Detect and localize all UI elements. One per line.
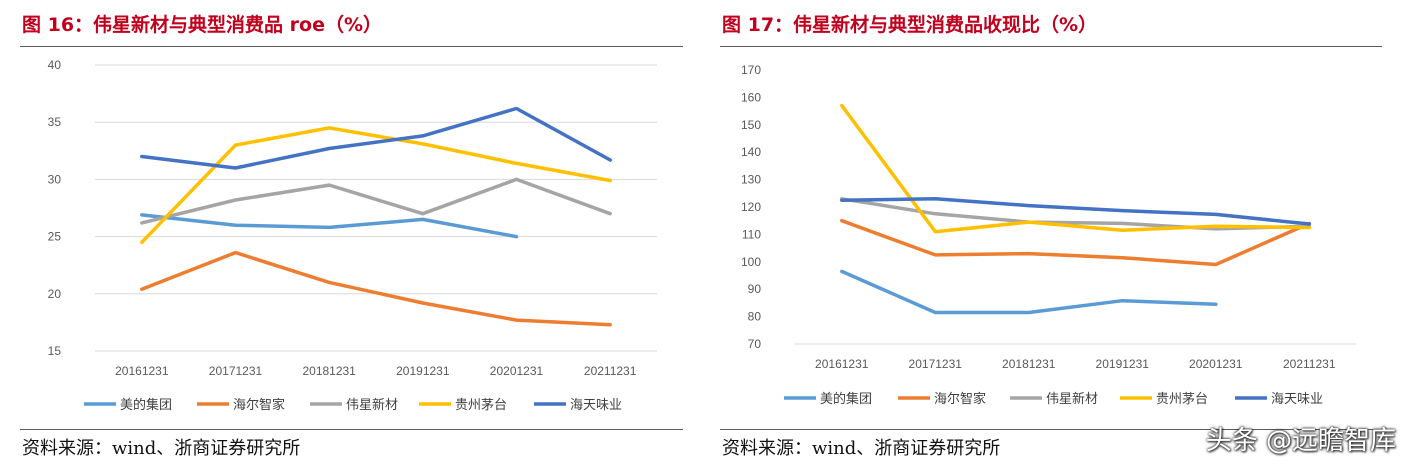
y-tick-label: 15: [48, 344, 62, 358]
x-tick-label: 20191231: [1096, 357, 1150, 371]
chart-title-roe: 图 16：伟星新材与典型消费品 roe（%）: [22, 14, 383, 36]
y-tick-label: 110: [742, 227, 761, 241]
chart-panel-cash-ratio: 图 17：伟星新材与典型消费品收现比（%） 70 80 90 100 110 120 130…: [718, 0, 1404, 472]
series-line: [140, 177, 612, 225]
y-tick-label: 40: [48, 58, 62, 72]
x-tick-label: 20191231: [396, 364, 450, 378]
x-tick-label: 20181231: [1002, 357, 1056, 371]
x-tick-label: 20211231: [1283, 357, 1336, 371]
series-line: [840, 218, 1312, 267]
series-line: [140, 213, 519, 239]
x-tick-label: 20201231: [490, 364, 544, 378]
legend-label: 海天味业: [1271, 391, 1323, 406]
y-tick-label: 150: [741, 118, 761, 132]
y-tick-label: 140: [741, 145, 761, 159]
y-tick-label: 70: [748, 337, 762, 351]
cash-ratio-line-chart: 70 80 90 100 110 120 130 140 150 160 170 20161231 20…: [741, 63, 1356, 406]
legend-label: 美的集团: [120, 397, 172, 412]
legend-label: 伟星新材: [1046, 391, 1098, 406]
series-line: [140, 126, 612, 245]
series-line: [140, 250, 612, 327]
y-tick-label: 120: [741, 200, 761, 214]
source-note-roe: 资料来源：wind、浙商证券研究所: [22, 438, 301, 459]
title-divider: [720, 46, 1382, 47]
source-divider: [20, 429, 683, 430]
series-line: [840, 197, 1312, 226]
source-note-cash-ratio: 资料来源：wind、浙商证券研究所: [722, 438, 1001, 459]
legend-label: 海尔智家: [934, 391, 986, 406]
legend-label: 美的集团: [820, 391, 872, 406]
chart-title-cash-ratio: 图 17：伟星新材与典型消费品收现比（%）: [722, 14, 1098, 36]
source-divider: [720, 429, 1382, 430]
y-tick-label: 25: [48, 230, 62, 244]
roe-line-chart: 15 20 25 30 35 40 20161231 20171231 20181231 2019…: [48, 58, 657, 412]
y-tick-label: 90: [748, 282, 762, 296]
x-tick-label: 20161231: [815, 357, 869, 371]
y-tick-label: 35: [48, 115, 62, 129]
series-line: [840, 197, 1312, 231]
legend-label: 伟星新材: [346, 397, 398, 412]
y-tick-label: 20: [48, 287, 62, 301]
y-tick-label: 170: [741, 63, 761, 77]
y-tick-label: 130: [741, 173, 761, 187]
chart-panel-roe: 图 16：伟星新材与典型消费品 roe（%） 15 20 25 30 35 40 20161…: [0, 0, 685, 472]
x-tick-label: 20211231: [584, 364, 637, 378]
y-tick-label: 100: [741, 255, 761, 269]
x-tick-label: 20161231: [115, 364, 169, 378]
series-line: [840, 269, 1218, 315]
series-line: [840, 103, 1312, 234]
x-tick-label: 20181231: [302, 364, 356, 378]
legend-label: 贵州茅台: [455, 397, 507, 412]
watermark-text: 头条 @远瞻智库: [1205, 426, 1396, 456]
legend-label: 海天味业: [570, 397, 622, 412]
series-line: [140, 106, 612, 170]
legend-label: 贵州茅台: [1156, 391, 1208, 406]
y-tick-label: 80: [748, 310, 762, 324]
legend-label: 海尔智家: [233, 397, 285, 412]
title-divider: [20, 46, 683, 47]
x-tick-label: 20171231: [209, 364, 263, 378]
y-tick-label: 30: [48, 172, 62, 186]
x-tick-label: 20201231: [1189, 357, 1243, 371]
y-tick-label: 160: [741, 90, 761, 104]
x-tick-label: 20171231: [909, 357, 963, 371]
